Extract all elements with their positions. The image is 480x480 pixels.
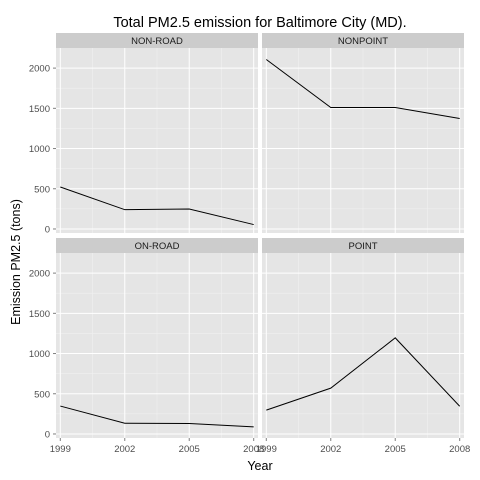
series-line-point [266, 337, 461, 411]
facet-strip-label: NON-ROAD [131, 36, 183, 47]
x-tick-label: 2002 [114, 444, 135, 455]
y-tick-label: 1500 [29, 104, 50, 115]
x-tick-label: 2005 [179, 444, 200, 455]
x-tick-label: 1999 [256, 444, 277, 455]
series-line-on-road [60, 405, 254, 428]
x-tick-label: 2005 [385, 444, 406, 455]
series-line-non-road [60, 186, 254, 226]
x-tick-label: 2002 [320, 444, 341, 455]
panel-non-road: NON-ROAD [56, 33, 258, 233]
y-tick-label: 1500 [29, 309, 50, 320]
y-tick-label: 2000 [29, 269, 50, 280]
y-axis: 0 500 1000 1500 2000 0 500 1000 1500 2000 [29, 64, 56, 440]
facet-strip [262, 33, 464, 48]
facet-strip [56, 33, 258, 48]
y-tick-label: 500 [34, 184, 50, 195]
y-tick-label: 2000 [29, 64, 50, 75]
y-tick-label: 0 [45, 429, 50, 440]
panel-point: POINT [262, 238, 464, 438]
facet-panels: NON-ROAD NONPOINT ON-ROAD POINT [56, 33, 464, 438]
y-tick-label: 500 [34, 389, 50, 400]
facet-strip-label: NONPOINT [338, 36, 388, 47]
panel-on-road: ON-ROAD [56, 238, 258, 438]
chart-title: Total PM2.5 emission for Baltimore City … [113, 15, 406, 31]
x-axis-label: Year [247, 459, 272, 473]
y-tick-label: 1000 [29, 349, 50, 360]
y-tick-label: 1000 [29, 144, 50, 155]
facet-strip [262, 238, 464, 253]
series-line-nonpoint [266, 59, 460, 120]
x-tick-label: 2008 [243, 444, 264, 455]
x-tick-label: 2008 [449, 444, 470, 455]
panel-nonpoint: NONPOINT [262, 33, 464, 233]
x-tick-label: 1999 [50, 444, 71, 455]
y-axis-label: Emission PM2.5 (tons) [9, 199, 23, 325]
facet-strip-label: ON-ROAD [135, 241, 180, 252]
y-tick-label: 0 [45, 224, 50, 235]
facet-strip [56, 238, 258, 253]
facet-strip-label: POINT [348, 241, 377, 252]
